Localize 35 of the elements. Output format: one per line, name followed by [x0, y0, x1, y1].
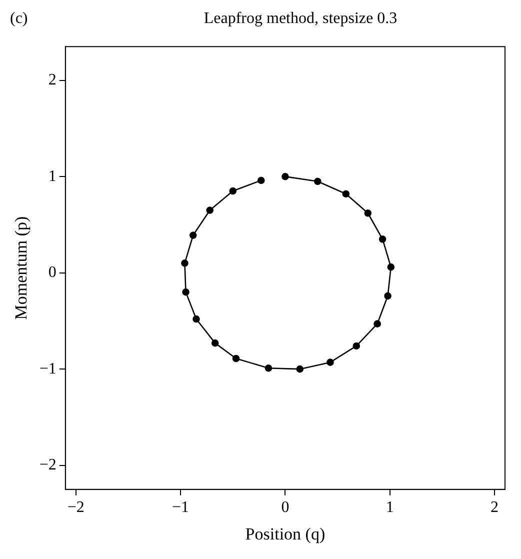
y-tick-label: −2 — [39, 456, 56, 474]
point — [342, 190, 350, 198]
point — [192, 315, 200, 323]
point — [364, 209, 372, 217]
y-tick-label: 0 — [48, 264, 56, 282]
point — [314, 178, 322, 186]
point — [182, 288, 190, 296]
point — [326, 358, 334, 366]
point — [296, 365, 304, 373]
chart-title: Leapfrog method, stepsize 0.3 — [202, 10, 398, 28]
point — [232, 354, 240, 362]
point — [211, 339, 219, 347]
point — [374, 320, 381, 328]
point — [189, 232, 197, 239]
point — [264, 364, 272, 372]
x-tick-label: 2 — [490, 499, 499, 516]
point — [282, 172, 289, 180]
point — [206, 206, 214, 214]
point — [352, 342, 360, 350]
point — [229, 187, 237, 195]
x-tick-label: 1 — [386, 499, 394, 516]
x-tick-label: −2 — [67, 499, 84, 516]
point — [257, 176, 265, 184]
x-axis-title: Position (q) — [245, 524, 326, 544]
point — [387, 263, 395, 271]
y-tick-label: 1 — [48, 168, 56, 185]
point — [384, 292, 392, 300]
y-axis-title: Momentum (p) — [12, 216, 31, 320]
point — [181, 260, 188, 267]
y-tick-label: 2 — [48, 71, 56, 88]
text: (c) — [10, 10, 28, 28]
x-tick-label: 0 — [281, 499, 290, 516]
point — [378, 235, 386, 243]
x-tick-label: −1 — [172, 499, 190, 516]
y-tick-label: −1 — [39, 360, 56, 378]
